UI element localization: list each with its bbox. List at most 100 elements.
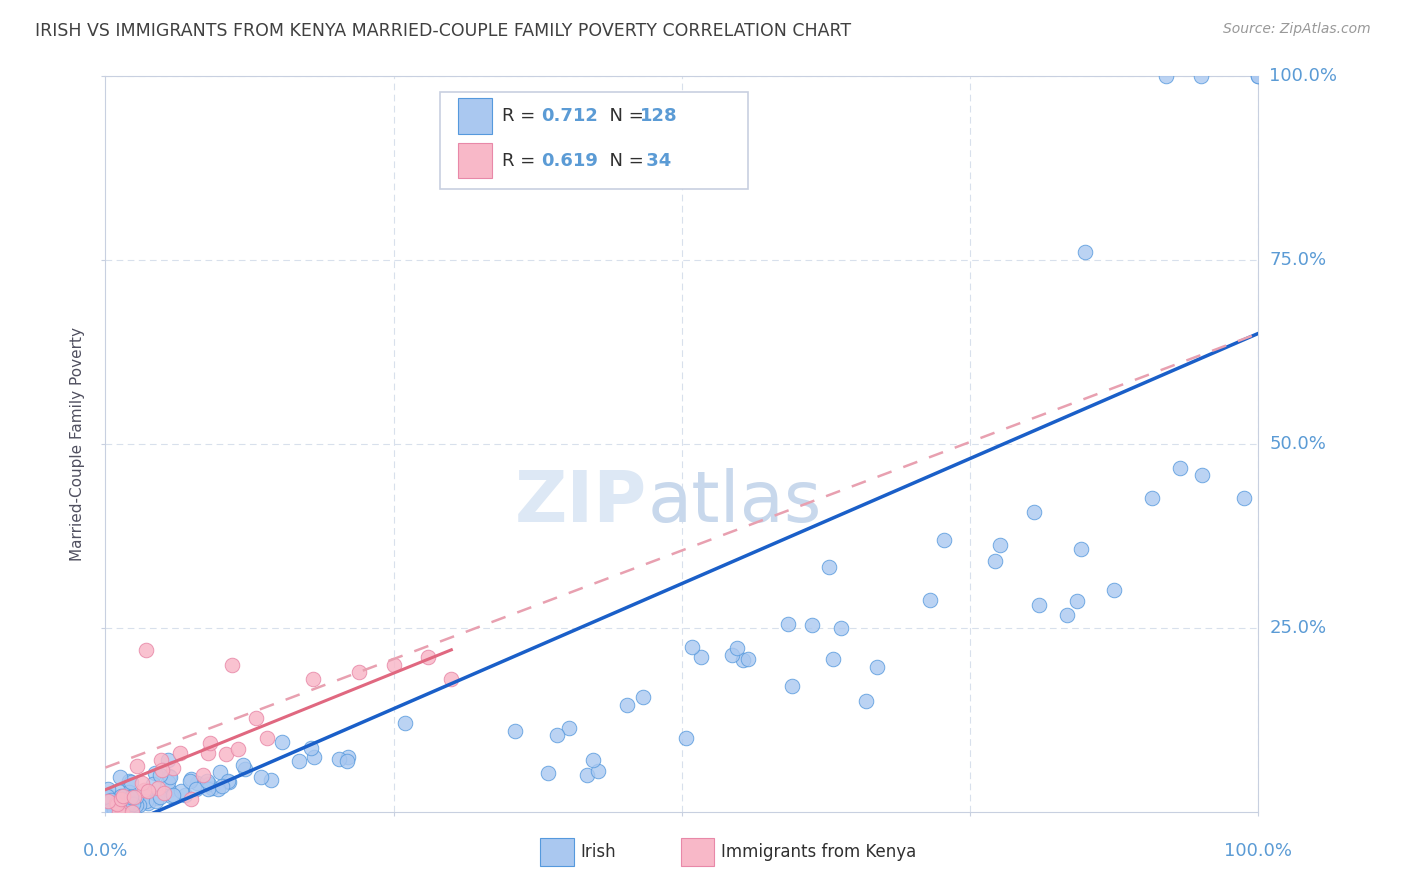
Point [256, 731, 278, 746]
Point [1056, 607, 1078, 622]
Point [270, 735, 292, 749]
Point [108, 801, 131, 815]
Point [107, 784, 129, 798]
Text: 0.0%: 0.0% [83, 842, 128, 860]
Point [1104, 583, 1126, 598]
Point [1066, 594, 1088, 608]
Point [299, 740, 322, 755]
Point [100, 792, 122, 806]
Text: R =: R = [502, 152, 541, 169]
Point [690, 650, 713, 665]
Point [162, 761, 184, 775]
Point [104, 799, 127, 814]
Point [208, 764, 231, 779]
Text: atlas: atlas [647, 468, 821, 537]
Point [328, 751, 350, 765]
Point [174, 788, 197, 802]
Point [134, 789, 156, 804]
Point [156, 774, 179, 789]
Point [1074, 245, 1097, 260]
Point [100, 797, 122, 811]
Point [586, 764, 609, 778]
Point [108, 771, 131, 785]
Point [394, 716, 416, 731]
Point [97, 782, 120, 797]
Point [418, 650, 440, 665]
Point [127, 794, 149, 808]
Point [1140, 491, 1163, 505]
Point [120, 789, 142, 803]
Text: R =: R = [502, 107, 541, 125]
Point [115, 793, 138, 807]
Point [179, 774, 201, 789]
Point [288, 754, 311, 768]
Text: IRISH VS IMMIGRANTS FROM KENYA MARRIED-COUPLE FAMILY POVERTY CORRELATION CHART: IRISH VS IMMIGRANTS FROM KENYA MARRIED-C… [35, 22, 851, 40]
Point [120, 789, 142, 804]
Point [336, 754, 359, 768]
Point [1028, 598, 1050, 612]
Point [97, 793, 120, 807]
Point [110, 794, 132, 808]
Point [226, 741, 249, 756]
Point [1168, 461, 1191, 475]
Point [159, 770, 181, 784]
Point [1154, 69, 1177, 83]
Point [98, 790, 121, 805]
Text: Immigrants from Kenya: Immigrants from Kenya [721, 843, 917, 861]
Point [148, 768, 170, 782]
Point [148, 780, 170, 795]
Point [135, 794, 157, 808]
Point [186, 776, 208, 790]
Point [103, 802, 125, 816]
Point [197, 777, 219, 791]
Point [546, 728, 568, 742]
Point [111, 805, 134, 819]
Point [169, 784, 191, 798]
Point [681, 640, 703, 655]
Text: 0.712: 0.712 [541, 107, 598, 125]
Point [153, 786, 176, 800]
Point [866, 659, 889, 673]
Point [198, 736, 221, 750]
Point [107, 805, 129, 819]
Point [260, 772, 283, 787]
Point [201, 780, 224, 795]
Point [135, 642, 157, 657]
Point [347, 665, 370, 679]
Point [250, 770, 273, 784]
Point [721, 648, 744, 662]
Point [120, 775, 142, 789]
Point [1070, 542, 1092, 557]
Point [110, 792, 132, 806]
Point [830, 621, 852, 635]
Point [197, 746, 219, 760]
Point [801, 618, 824, 632]
Point [503, 724, 526, 739]
Point [180, 772, 202, 786]
Point [117, 790, 139, 805]
Point [160, 789, 183, 803]
Point [215, 747, 238, 761]
Point [110, 800, 132, 814]
Point [207, 781, 229, 796]
Point [157, 753, 180, 767]
Point [132, 783, 155, 797]
Point [125, 798, 148, 813]
Point [122, 797, 145, 811]
Text: 128: 128 [640, 107, 678, 125]
Point [121, 805, 143, 819]
Point [149, 789, 172, 804]
Point [128, 797, 150, 812]
Text: 25.0%: 25.0% [1270, 619, 1327, 637]
Point [440, 673, 463, 687]
Point [145, 794, 167, 808]
Point [576, 768, 599, 782]
Point [984, 554, 1007, 568]
Point [105, 801, 128, 815]
Point [117, 797, 139, 811]
Y-axis label: Married-Couple Family Poverty: Married-Couple Family Poverty [70, 326, 86, 561]
Point [675, 731, 697, 745]
Point [101, 800, 124, 814]
Point [97, 793, 120, 807]
Point [1024, 505, 1046, 519]
